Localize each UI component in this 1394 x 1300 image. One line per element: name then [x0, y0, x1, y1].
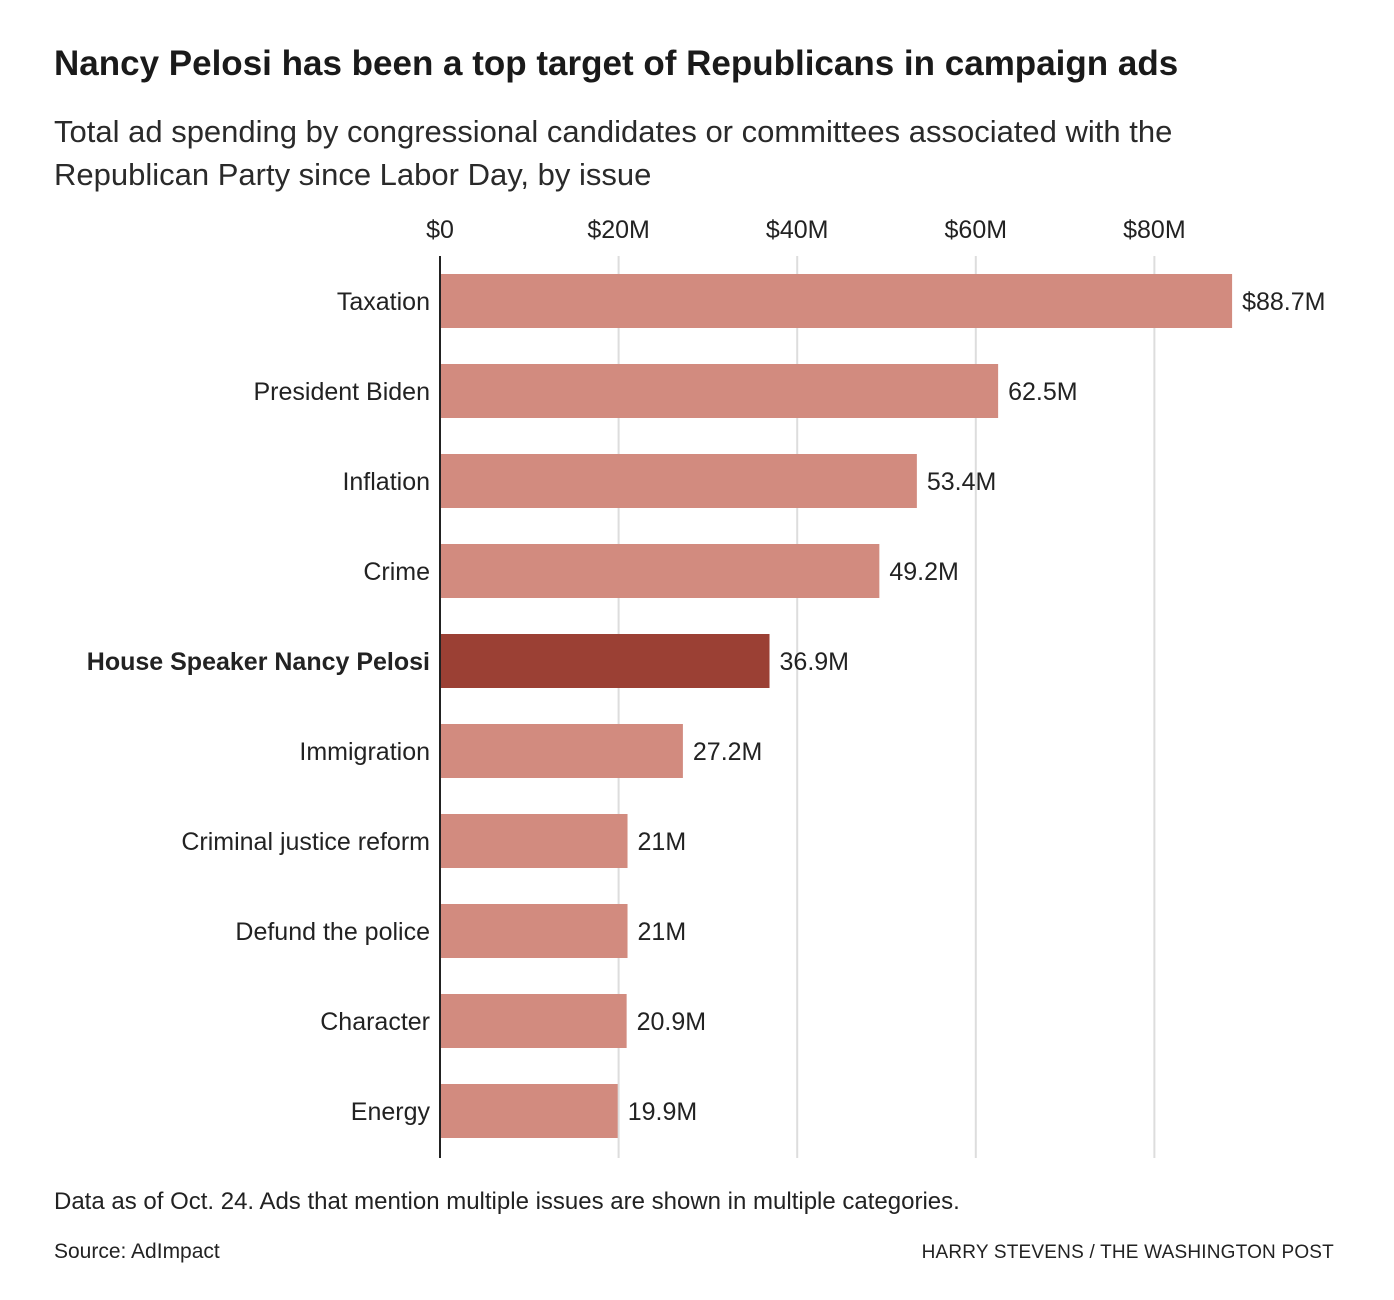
category-label: President Biden [253, 378, 430, 406]
category-label: Energy [351, 1098, 431, 1126]
value-label: $88.7M [1242, 288, 1325, 316]
bar [440, 544, 880, 598]
value-label: 36.9M [780, 648, 849, 676]
chart-subtitle: Total ad spending by congressional candi… [54, 114, 1173, 192]
x-tick-label: $80M [1123, 216, 1186, 244]
category-labels: Taxation President Biden Inflation Crime Hou… [87, 288, 431, 1126]
chart-title: Nancy Pelosi has been a top target of Re… [54, 44, 1179, 83]
x-tick-label: $0 [426, 216, 454, 244]
category-label: House Speaker Nancy Pelosi [87, 648, 430, 676]
category-label: Inflation [342, 468, 430, 496]
tick-labels: $0 $20M $40M $60M $80M [426, 216, 1186, 244]
bar [440, 994, 627, 1048]
bar [440, 274, 1233, 328]
category-label: Crime [363, 558, 430, 586]
value-label: 21M [638, 828, 687, 856]
x-tick-label: $20M [587, 216, 650, 244]
value-label: 20.9M [637, 1008, 706, 1036]
category-label: Immigration [299, 738, 430, 766]
value-label: 21M [638, 918, 687, 946]
chart-note: Data as of Oct. 24. Ads that mention mul… [54, 1188, 960, 1215]
bar [440, 1084, 618, 1138]
x-tick-label: $60M [945, 216, 1008, 244]
bar [440, 904, 628, 958]
chart-source: Source: AdImpact [54, 1240, 220, 1263]
value-label: 27.2M [693, 738, 762, 766]
category-label: Criminal justice reform [181, 828, 430, 856]
bar [440, 634, 770, 688]
bar [440, 364, 999, 418]
value-label: 19.9M [628, 1098, 697, 1126]
value-label: 53.4M [927, 468, 996, 496]
x-tick-label: $40M [766, 216, 829, 244]
bar [440, 724, 683, 778]
value-label: 49.2M [889, 558, 958, 586]
value-labels: $88.7M 62.5M 53.4M 49.2M 36.9M 27.2M 21M 21M 20.… [628, 288, 1326, 1126]
chart-credit: HARRY STEVENS / THE WASHINGTON POST [921, 1242, 1334, 1263]
value-label: 62.5M [1008, 378, 1077, 406]
bar [440, 814, 628, 868]
bar [440, 454, 917, 508]
category-label: Character [320, 1008, 430, 1036]
bars [440, 274, 1233, 1138]
category-label: Defund the police [235, 918, 430, 946]
category-label: Taxation [337, 288, 430, 316]
